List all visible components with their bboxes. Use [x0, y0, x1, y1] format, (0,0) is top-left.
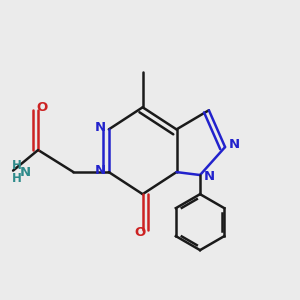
Text: O: O [36, 101, 47, 114]
Text: N: N [204, 170, 215, 183]
Text: H: H [12, 159, 22, 172]
Text: N: N [229, 138, 240, 151]
Text: O: O [134, 226, 145, 239]
Text: N: N [94, 164, 106, 177]
Text: N: N [19, 166, 30, 178]
Text: H: H [12, 172, 22, 185]
Text: N: N [94, 121, 106, 134]
